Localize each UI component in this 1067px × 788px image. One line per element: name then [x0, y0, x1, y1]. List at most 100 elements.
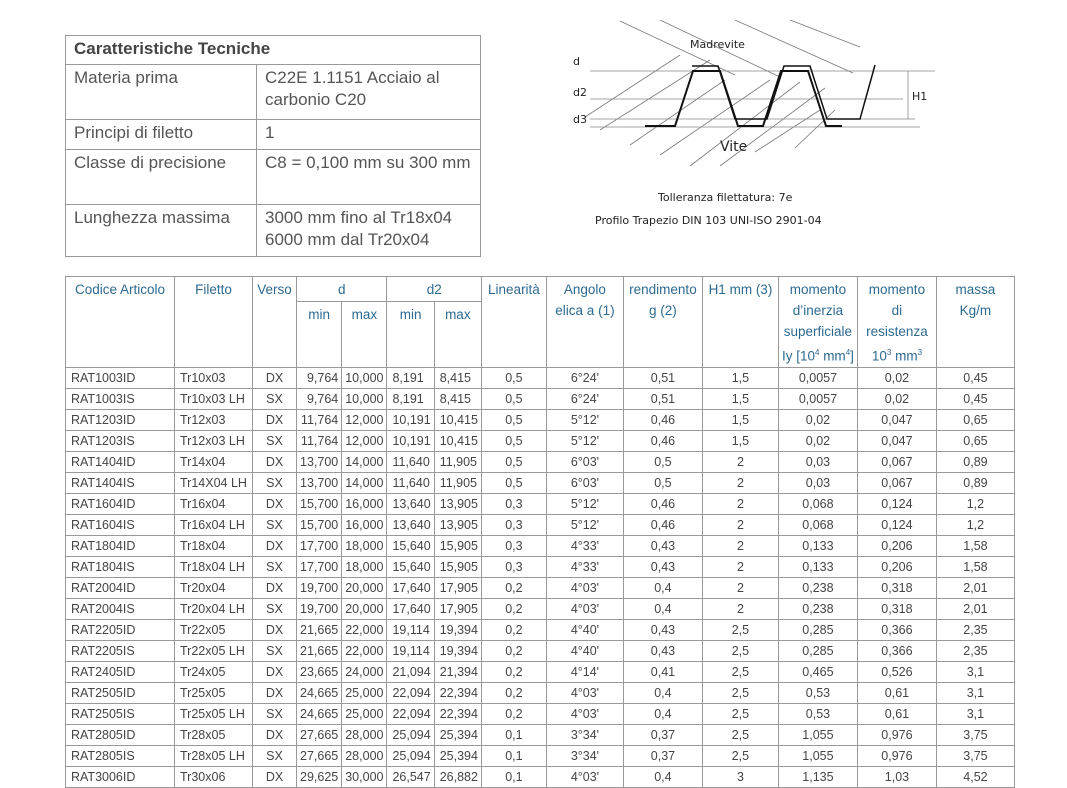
- header-line: g (2): [649, 303, 677, 318]
- cell-inertia: 0,465: [777, 660, 858, 683]
- cell-thread: Tr22x05 LH: [174, 639, 253, 662]
- cell-thread: Tr10x03: [174, 366, 253, 389]
- spec-value: 1: [256, 119, 481, 150]
- header-resistance: momento di resistenza 103 mm3: [856, 276, 937, 368]
- header-code: Codice Articolo: [65, 276, 175, 368]
- header-line: Iy [104 mm4]: [782, 342, 854, 367]
- cell-h1: 2: [701, 513, 779, 536]
- cell-d-min: 15,700: [295, 513, 343, 536]
- cell-mass: 0,89: [935, 471, 1015, 494]
- cell-helix-angle: 3°34': [545, 723, 624, 746]
- header-line: superficiale: [783, 324, 853, 339]
- cell-d2-max: 17,905: [433, 576, 482, 599]
- cell-direction: SX: [252, 387, 297, 410]
- cell-resistance: 0,067: [856, 471, 937, 494]
- cell-d2-max: 17,905: [433, 597, 482, 620]
- cell-d2-max: 22,394: [433, 702, 482, 725]
- cell-linearity: 0,3: [480, 492, 547, 515]
- cell-d2-min: 19,114: [386, 639, 435, 662]
- header-direction: Verso: [252, 276, 297, 368]
- cell-h1: 2: [701, 471, 779, 494]
- spec-value: C22E 1.1151 Acciaio al carbonio C20: [256, 64, 481, 120]
- cell-d2-min: 22,094: [386, 681, 435, 704]
- cell-inertia: 1,135: [777, 765, 858, 788]
- cell-mass: 3,1: [935, 702, 1015, 725]
- header-text: mm: [819, 348, 846, 364]
- cell-mass: 0,65: [935, 408, 1015, 431]
- tolerance-note: Tolleranza filettatura: 7e: [657, 191, 793, 204]
- cell-code: RAT2205ID: [65, 618, 175, 641]
- cell-code: RAT2505IS: [65, 702, 175, 725]
- cell-d-min: 27,665: [295, 744, 343, 767]
- cell-helix-angle: 5°12': [545, 408, 624, 431]
- cell-mass: 3,1: [935, 660, 1015, 683]
- label-d3: d3: [573, 113, 587, 126]
- cell-code: RAT2505ID: [65, 681, 175, 704]
- cell-d-max: 20,000: [341, 597, 388, 620]
- cell-d-min: 9,764: [295, 366, 343, 389]
- cell-d-min: 11,764: [295, 408, 343, 431]
- cell-resistance: 0,206: [856, 534, 937, 557]
- header-line: momento: [868, 282, 926, 297]
- cell-helix-angle: 6°24': [545, 366, 624, 389]
- cell-direction: DX: [252, 408, 297, 431]
- cell-linearity: 0,3: [480, 534, 547, 557]
- cell-h1: 2,5: [701, 744, 779, 767]
- technical-specs-table: Caratteristiche Tecniche Materia prima C2…: [65, 35, 481, 257]
- cell-thread: Tr28x05 LH: [174, 744, 253, 767]
- cell-inertia: 0,53: [777, 681, 858, 704]
- table-row: RAT1404ID Tr14x04 DX 13,700 14,000 11,640 11,9…: [65, 450, 1015, 473]
- cell-d-max: 28,000: [341, 744, 388, 767]
- cell-thread: Tr18x04: [174, 534, 253, 557]
- cell-linearity: 0,3: [480, 513, 547, 536]
- table-row: RAT1604IS Tr16x04 LH SX 15,700 16,000 13,640 1…: [65, 513, 1015, 536]
- hatching: [584, 20, 861, 167]
- cell-linearity: 0,3: [480, 555, 547, 578]
- cell-d2-max: 8,415: [433, 366, 482, 389]
- cell-direction: DX: [252, 366, 297, 389]
- cell-h1: 2,5: [701, 639, 779, 662]
- cell-inertia: 0,238: [777, 576, 858, 599]
- cell-h1: 2: [701, 576, 779, 599]
- cell-inertia: 0,068: [777, 492, 858, 515]
- cell-efficiency: 0,43: [622, 534, 703, 557]
- cell-direction: DX: [252, 681, 297, 704]
- cell-d2-min: 10,191: [386, 429, 435, 452]
- cell-inertia: 0,02: [777, 429, 858, 452]
- cell-helix-angle: 6°03': [545, 471, 624, 494]
- cell-efficiency: 0,46: [622, 408, 703, 431]
- cell-helix-angle: 4°40': [545, 639, 624, 662]
- cell-efficiency: 0,43: [622, 639, 703, 662]
- cell-helix-angle: 4°03': [545, 597, 624, 620]
- cell-efficiency: 0,51: [622, 387, 703, 410]
- screw-profile: [645, 70, 842, 127]
- cell-mass: 1,2: [935, 492, 1015, 515]
- cell-efficiency: 0,46: [622, 429, 703, 452]
- cell-linearity: 0,5: [480, 471, 547, 494]
- table-row: RAT2004ID Tr20x04 DX 19,700 20,000 17,640 17,9…: [65, 576, 1015, 599]
- cell-helix-angle: 5°12': [545, 492, 624, 515]
- cell-linearity: 0,1: [480, 723, 547, 746]
- cell-d2-min: 8,191: [386, 366, 435, 389]
- cell-efficiency: 0,4: [622, 681, 703, 704]
- header-line: Angolo: [563, 282, 606, 297]
- cell-linearity: 0,2: [480, 597, 547, 620]
- cell-inertia: 0,0057: [777, 387, 858, 410]
- cell-direction: DX: [252, 534, 297, 557]
- cell-efficiency: 0,37: [622, 744, 703, 767]
- cell-helix-angle: 4°03': [545, 681, 624, 704]
- cell-direction: DX: [252, 576, 297, 599]
- cell-h1: 2: [701, 492, 779, 515]
- profile-note: Profilo Trapezio DIN 103 UNI-ISO 2901-04: [595, 214, 822, 227]
- cell-h1: 2: [701, 555, 779, 578]
- cell-helix-angle: 5°12': [545, 513, 624, 536]
- cell-h1: 1,5: [701, 408, 779, 431]
- header-d2-max: max: [433, 300, 482, 368]
- cell-thread: Tr12x03 LH: [174, 429, 253, 452]
- label-d2: d2: [573, 86, 587, 99]
- header-line: massa: [955, 282, 996, 297]
- header-exp: 3: [917, 348, 923, 357]
- cell-helix-angle: 4°03': [545, 765, 624, 788]
- cell-resistance: 0,976: [856, 744, 937, 767]
- cell-linearity: 0,1: [480, 744, 547, 767]
